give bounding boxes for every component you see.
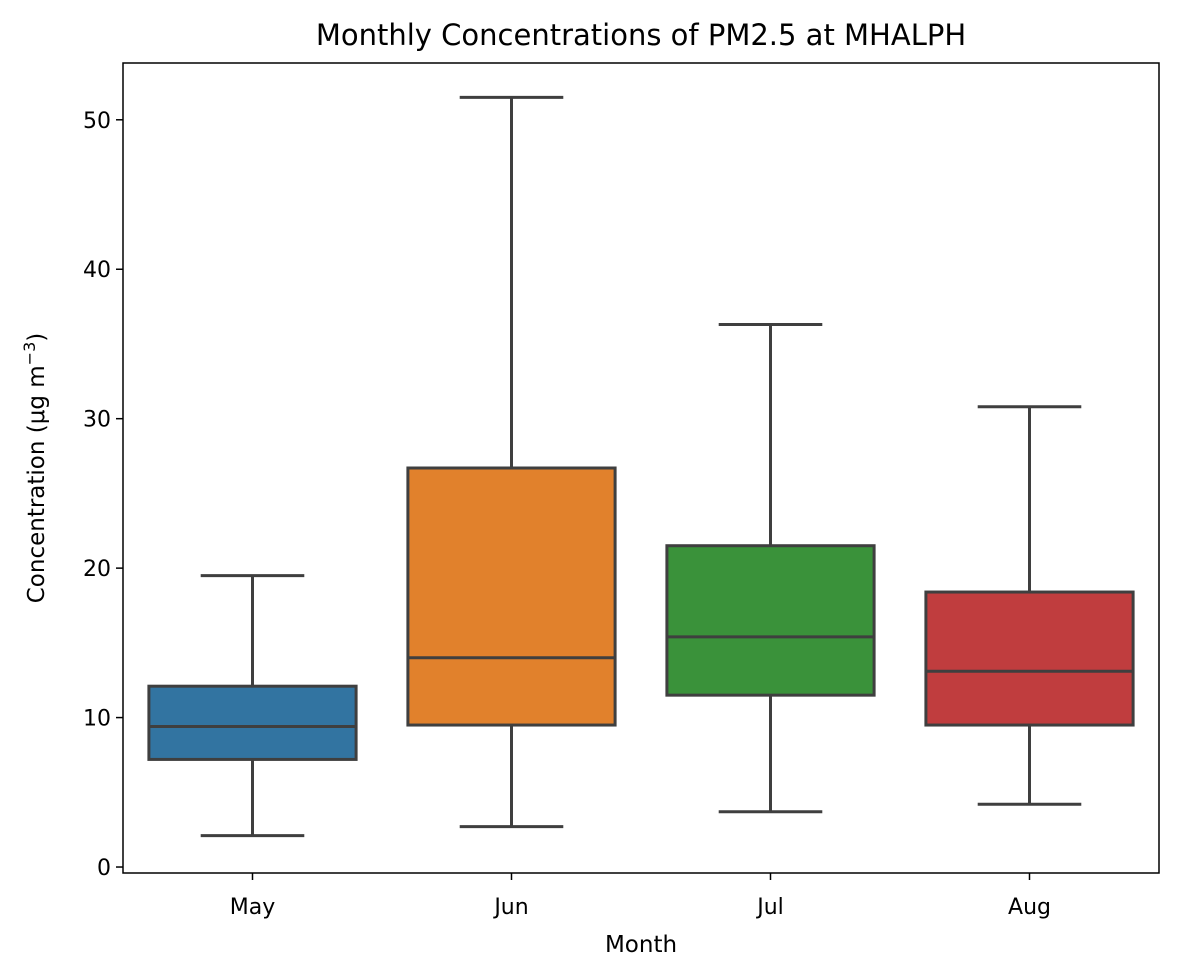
- box-group-jun: [406, 95, 617, 829]
- y-tick-label-20: 20: [83, 557, 111, 582]
- box-aug: [924, 590, 1135, 727]
- chart-title: Monthly Concentrations of PM2.5 at MHALP…: [316, 18, 966, 52]
- x-axis: May Jun Jul Aug: [230, 873, 1051, 920]
- y-tick-label-40: 40: [83, 258, 111, 283]
- y-axis-label-exponent: −3: [20, 342, 39, 366]
- box-group-may: [147, 574, 358, 838]
- x-tick-label-aug: Aug: [1008, 895, 1051, 920]
- boxes-layer: [147, 95, 1135, 838]
- x-tick-label-jul: Jul: [755, 895, 784, 920]
- box-may: [147, 684, 358, 761]
- y-tick-label-0: 0: [97, 856, 111, 881]
- y-axis: 0 10 20 30 40 50: [83, 109, 123, 881]
- x-tick-label-jun: Jun: [492, 895, 528, 920]
- box-jul: [665, 544, 876, 697]
- y-axis-label-text: Concentration (μg m: [24, 365, 50, 603]
- y-axis-label: Concentration (μg m−3): [20, 333, 50, 604]
- box-jun: [406, 466, 617, 727]
- y-tick-label-50: 50: [83, 109, 111, 134]
- box-group-aug: [924, 405, 1135, 806]
- x-tick-label-may: May: [230, 895, 275, 920]
- x-axis-label: Month: [605, 932, 677, 958]
- plot-frame: [122, 62, 1160, 874]
- y-axis-label-close: ): [24, 333, 50, 342]
- y-tick-label-10: 10: [83, 707, 111, 732]
- box-group-jul: [665, 323, 876, 814]
- y-tick-label-30: 30: [83, 408, 111, 433]
